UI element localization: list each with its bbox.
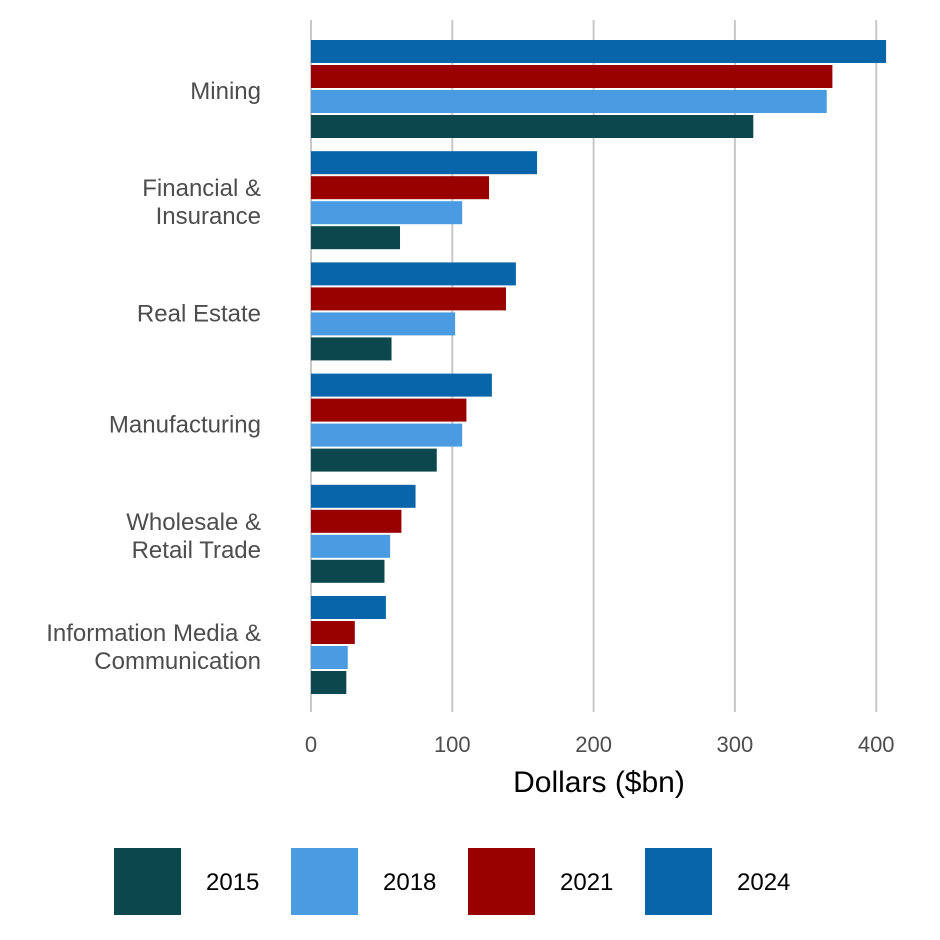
category-label: Real Estate [137, 300, 261, 327]
x-tick-label: 300 [717, 732, 754, 757]
bar [311, 373, 492, 397]
x-tick-label: 0 [305, 732, 317, 757]
category-label: Manufacturing [109, 412, 261, 439]
legend-swatch [645, 848, 712, 915]
bar [311, 559, 385, 583]
bar [311, 596, 386, 619]
bar [311, 337, 392, 361]
bar [311, 621, 355, 644]
bar [311, 65, 833, 88]
bar [311, 115, 754, 138]
bar [311, 287, 506, 311]
legend-label: 2021 [560, 869, 613, 896]
bar [311, 312, 456, 336]
bar [311, 534, 391, 558]
bar [311, 671, 347, 694]
x-tick-label: 100 [434, 732, 471, 757]
legend-label: 2015 [206, 869, 259, 896]
bar [311, 398, 467, 422]
bar [311, 201, 463, 225]
x-tick-labels: 0 100 200 300 400 [305, 732, 895, 757]
category-label: Financial & [142, 175, 261, 202]
bar [311, 646, 348, 669]
legend-label: 2024 [737, 869, 790, 896]
category-label: Retail Trade [132, 537, 261, 564]
legend-label: 2018 [383, 869, 436, 896]
bar [311, 509, 402, 533]
legend: 2015 2018 2021 2024 [114, 848, 790, 915]
bar [311, 484, 416, 508]
category-label: Wholesale & [126, 509, 261, 536]
category-label: Insurance [156, 203, 261, 230]
legend-swatch [114, 848, 181, 915]
category-label: Information Media & [46, 620, 261, 647]
x-tick-label: 200 [575, 732, 612, 757]
x-axis-title: Dollars ($bn) [513, 766, 685, 799]
legend-swatch [468, 848, 535, 915]
category-label: Mining [190, 78, 261, 105]
bar [311, 151, 538, 175]
bars [311, 40, 887, 694]
bar [311, 423, 463, 447]
bar [311, 40, 887, 63]
bar [311, 90, 827, 113]
bar [311, 448, 437, 472]
bar [311, 226, 401, 250]
bar [311, 262, 516, 286]
category-label: Communication [94, 648, 261, 675]
bar [311, 176, 490, 200]
x-tick-label: 400 [858, 732, 895, 757]
legend-swatch [291, 848, 358, 915]
category-labels: Mining Financial &Insurance Real Estate Man… [46, 78, 261, 675]
